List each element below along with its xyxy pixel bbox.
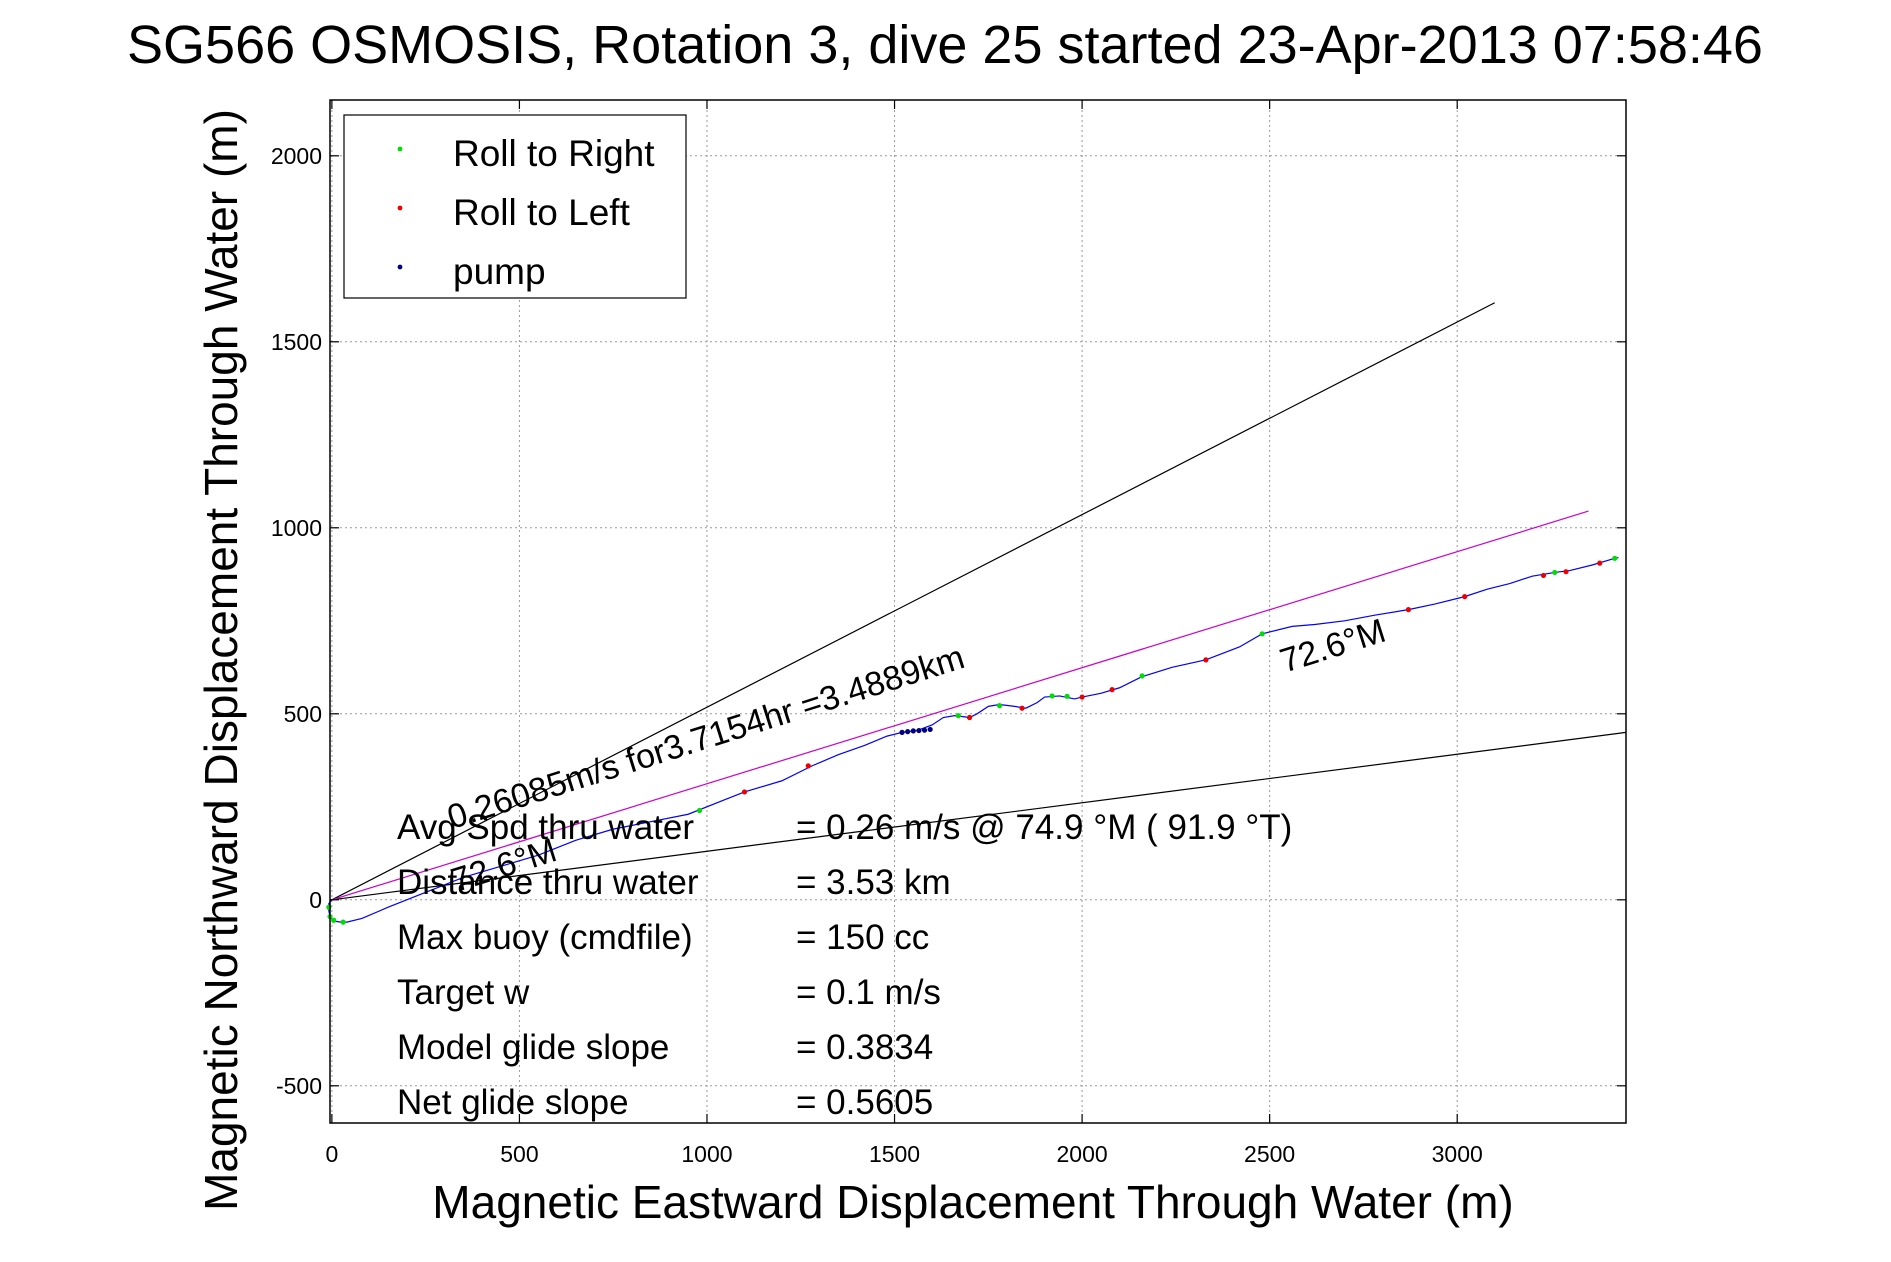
reference-line bbox=[331, 510, 1589, 901]
y-tick-label: 500 bbox=[284, 701, 322, 727]
dive-track-line bbox=[328, 556, 1619, 923]
stat-value: = 0.5605 bbox=[796, 1083, 933, 1122]
x-tick-label: 2000 bbox=[1057, 1141, 1108, 1167]
roll-left-marker bbox=[1019, 705, 1025, 711]
roll-left-marker bbox=[1109, 687, 1115, 693]
pump-marker bbox=[910, 728, 916, 734]
axis-ticks: 0 500 1000 1500 2000 2500 3000 -500 0 500 1000 1500… bbox=[271, 100, 1626, 1167]
roll-left-marker bbox=[1079, 694, 1085, 700]
y-tick-label: 1000 bbox=[271, 515, 322, 541]
stat-value: = 150 cc bbox=[796, 918, 929, 957]
legend-label: Roll to Right bbox=[453, 133, 655, 174]
roll-right-marker bbox=[340, 919, 346, 925]
x-axis-label: Magnetic Eastward Displacement Through W… bbox=[432, 1176, 1513, 1228]
stat-label: Max buoy (cmdfile) bbox=[397, 918, 693, 957]
y-tick-label: 0 bbox=[309, 887, 322, 913]
y-tick-label: -500 bbox=[276, 1073, 322, 1099]
reference-line bbox=[331, 731, 1627, 901]
stat-value: = 0.3834 bbox=[796, 1028, 933, 1067]
roll-left-marker bbox=[1203, 657, 1209, 663]
roll-right-marker bbox=[1139, 673, 1145, 679]
x-tick-label: 1500 bbox=[869, 1141, 920, 1167]
legend-marker bbox=[397, 264, 403, 270]
y-tick-label: 2000 bbox=[271, 143, 322, 169]
x-tick-label: 2500 bbox=[1244, 1141, 1295, 1167]
legend-marker bbox=[397, 146, 403, 152]
y-axis-label: Magnetic Northward Displacement Through … bbox=[195, 109, 247, 1211]
roll-right-marker bbox=[1049, 693, 1055, 699]
chart-legend: Roll to Right Roll to Left pump bbox=[343, 114, 687, 299]
roll-left-marker bbox=[741, 789, 748, 795]
roll-left-marker bbox=[805, 763, 811, 769]
stat-value: = 0.26 m/s @ 74.9 °M ( 91.9 °T) bbox=[796, 808, 1292, 847]
roll-right-marker bbox=[331, 917, 337, 923]
pump-marker bbox=[921, 727, 928, 733]
stat-value: = 0.1 m/s bbox=[796, 973, 941, 1012]
pump-marker bbox=[899, 729, 905, 736]
stat-label: Net glide slope bbox=[397, 1083, 629, 1122]
roll-right-marker bbox=[1612, 555, 1618, 561]
roll-right-marker bbox=[996, 703, 1003, 709]
chart-title: SG566 OSMOSIS, Rotation 3, dive 25 start… bbox=[127, 15, 1763, 75]
roll-left-marker bbox=[1540, 572, 1547, 579]
reference-lines bbox=[331, 302, 1627, 901]
roll-right-marker bbox=[955, 713, 961, 719]
x-tick-label: 1000 bbox=[681, 1141, 732, 1167]
stat-value: = 3.53 km bbox=[796, 863, 951, 902]
x-tick-label: 3000 bbox=[1432, 1141, 1483, 1167]
dive-stats-block: Avg Spd thru water = 0.26 m/s @ 74.9 °M (… bbox=[397, 808, 1292, 1122]
x-tick-label: 0 bbox=[325, 1141, 338, 1167]
roll-left-marker bbox=[1563, 569, 1569, 575]
roll-left-marker bbox=[1462, 594, 1468, 600]
stat-label: Target w bbox=[397, 973, 530, 1012]
legend-marker bbox=[397, 205, 403, 211]
reference-line bbox=[331, 302, 1495, 901]
pump-marker bbox=[916, 727, 922, 734]
roll-right-marker bbox=[696, 807, 703, 814]
pump-marker bbox=[905, 729, 911, 735]
roll-right-marker bbox=[1552, 569, 1558, 576]
pump-marker bbox=[927, 726, 933, 733]
roll-left-marker bbox=[1597, 560, 1603, 566]
roll-left-marker bbox=[966, 714, 973, 721]
y-tick-label: 1500 bbox=[271, 329, 322, 355]
x-tick-label: 500 bbox=[500, 1141, 538, 1167]
legend-label: Roll to Left bbox=[453, 192, 631, 233]
plot-area-frame bbox=[329, 99, 1627, 1124]
stat-label: Distance thru water bbox=[397, 863, 699, 902]
legend-label: pump bbox=[453, 251, 546, 292]
roll-left-marker bbox=[1405, 607, 1412, 613]
roll-right-marker bbox=[1064, 693, 1070, 699]
stat-label: Model glide slope bbox=[397, 1028, 669, 1067]
roll-right-marker bbox=[1259, 631, 1265, 637]
stat-label: Avg Spd thru water bbox=[397, 808, 694, 847]
